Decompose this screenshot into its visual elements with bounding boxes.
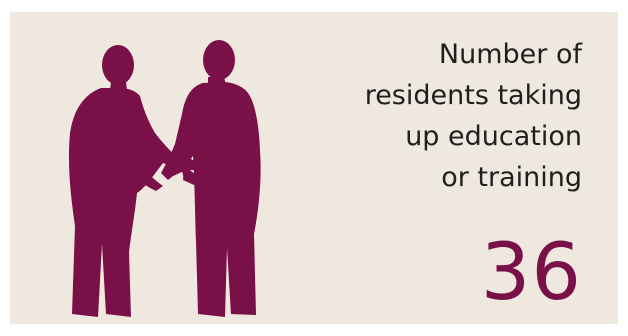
stat-label: Number of residents taking up education … — [364, 39, 582, 193]
handshake-silhouette-icon — [45, 38, 295, 323]
stat-value: 36 — [480, 228, 582, 318]
infographic-card: Number of residents taking up education … — [10, 12, 618, 324]
